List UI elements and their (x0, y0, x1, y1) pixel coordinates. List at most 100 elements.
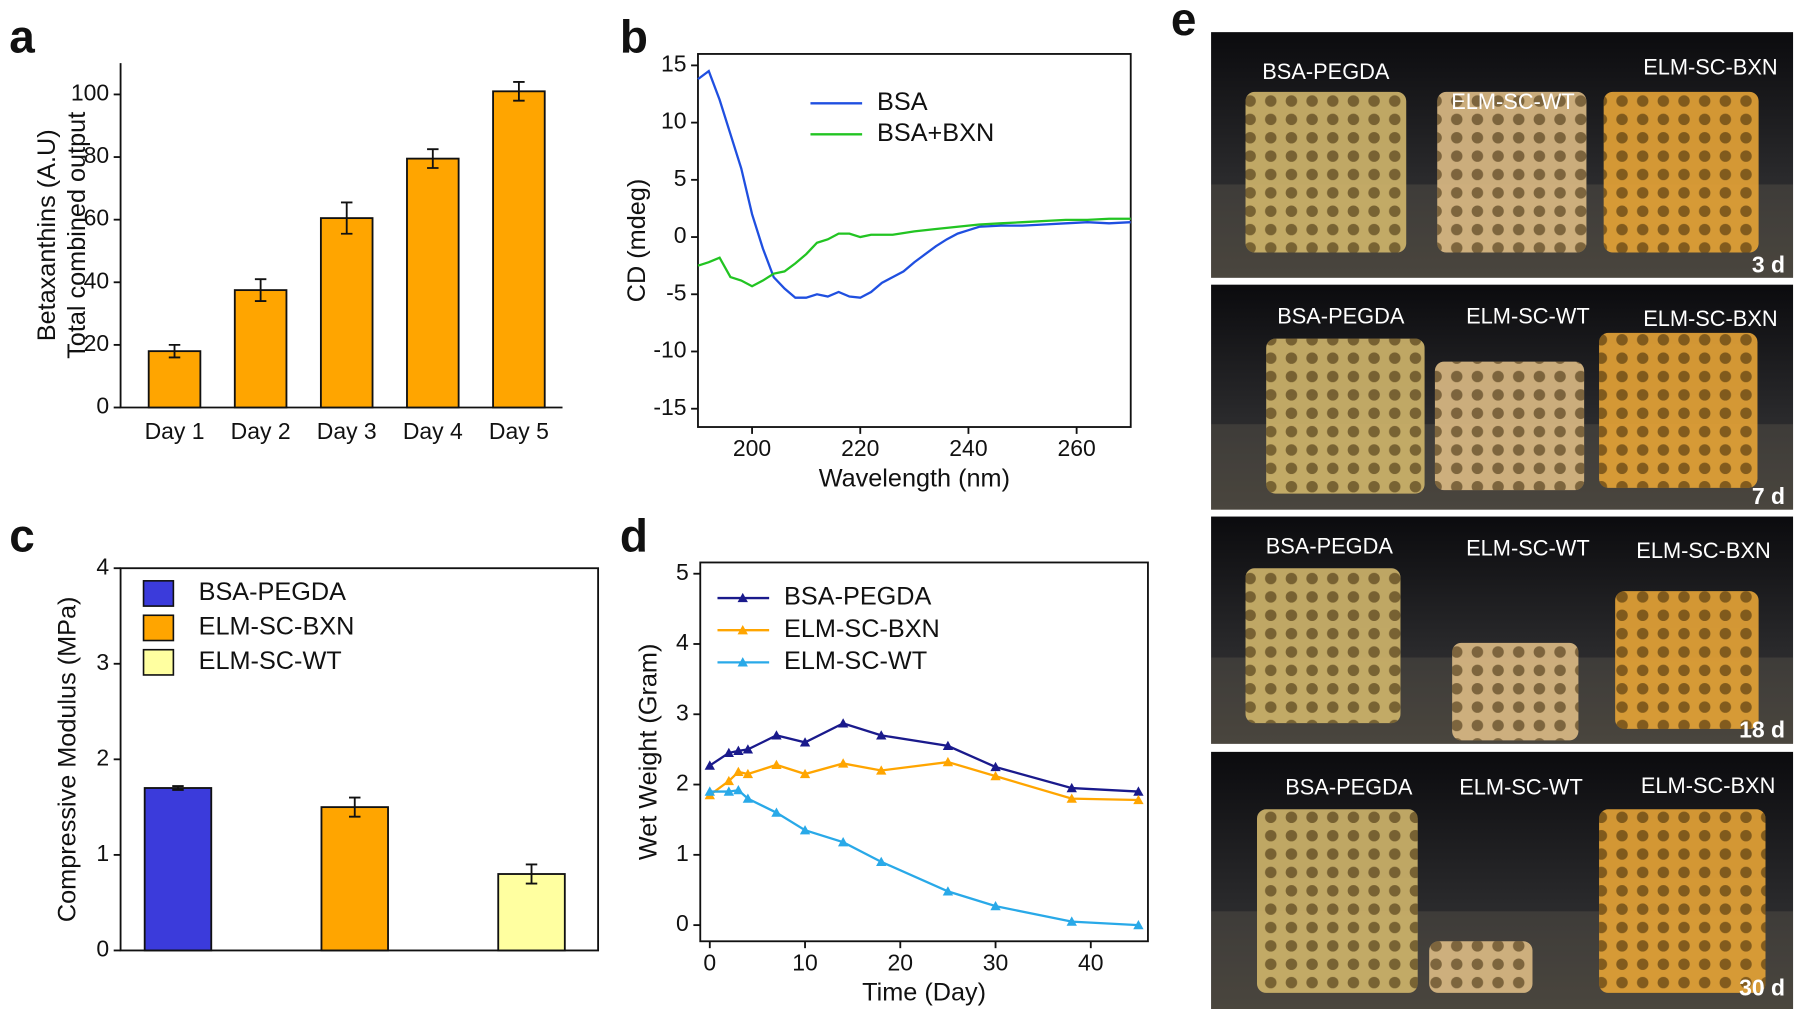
error-bar (340, 201, 353, 235)
y-tick-label: -10 (653, 337, 686, 363)
x-tick-label: Day 2 (231, 418, 291, 444)
error-bar (168, 343, 181, 359)
error-bar (254, 278, 267, 302)
marker (1133, 786, 1144, 796)
scaffold-pores (1599, 332, 1758, 488)
legend-marker (737, 657, 748, 667)
legend-swatch (142, 614, 175, 642)
marker (837, 758, 849, 768)
y-tick-label: 3 (676, 699, 689, 725)
legend-label: ELM-SC-WT (784, 647, 927, 675)
series-line (697, 69, 1131, 299)
x-tick-label: 260 (1057, 435, 1095, 461)
photo-label: BSA-PEGDA (1262, 59, 1390, 84)
y-tick-label: 0 (96, 936, 109, 962)
marker (742, 793, 754, 803)
photo-label: ELM-SC-WT (1451, 89, 1575, 114)
x-tick-label: Day 3 (317, 418, 377, 444)
photo-label: BSA-PEGDA (1266, 533, 1394, 558)
marker (942, 756, 954, 767)
panel-label: d (620, 510, 648, 562)
marker (733, 785, 744, 795)
marker (723, 747, 735, 758)
marker (837, 718, 849, 728)
y-tick-label: 20 (84, 330, 110, 356)
scaffold-pores (1452, 642, 1579, 741)
marker (942, 886, 954, 896)
marker (990, 761, 1001, 772)
marker (733, 745, 744, 755)
legend-label: BSA+BXN (877, 119, 994, 147)
bar (319, 217, 374, 409)
y-tick-label: 15 (661, 50, 687, 76)
y-axis-label: CD (mdeg) (623, 179, 651, 302)
y-axis-label: Compressive Modulus (MPa) (54, 597, 82, 923)
y-tick-label: 2 (676, 770, 689, 796)
bar (492, 90, 546, 409)
error-bar (513, 80, 525, 102)
marker (704, 760, 715, 770)
x-tick-label: 220 (841, 435, 879, 461)
y-tick-label: 10 (661, 108, 687, 134)
panel-label: a (9, 10, 35, 62)
scaffold-pores (1256, 809, 1418, 993)
photo-label: ELM-SC-WT (1466, 536, 1590, 561)
legend-label: BSA-PEGDA (199, 578, 346, 606)
scaffold-pores (1615, 591, 1759, 729)
legend-swatch (142, 648, 175, 676)
scaffold-pores (1603, 91, 1759, 253)
marker (799, 825, 811, 835)
marker (1133, 794, 1144, 805)
photo-time: 3 d (1752, 251, 1785, 277)
marker (704, 786, 715, 796)
bar (320, 806, 389, 952)
bar (406, 157, 460, 409)
y-tick-label: 60 (84, 205, 110, 231)
photo-time: 7 d (1752, 483, 1785, 509)
bar (233, 289, 288, 409)
y-tick-label: 5 (674, 165, 687, 191)
y-tick-label: 4 (676, 629, 689, 655)
marker (742, 744, 754, 754)
legend-marker (737, 592, 748, 603)
marker (990, 900, 1001, 911)
marker (771, 807, 782, 817)
photo-label: ELM-SC-BXN (1643, 306, 1777, 331)
x-tick-label: 40 (1078, 949, 1104, 975)
marker (733, 766, 744, 777)
legend-label: ELM-SC-BXN (199, 613, 355, 641)
y-tick-label: 0 (676, 910, 689, 936)
series-line (709, 788, 1139, 927)
legend-swatch (142, 580, 175, 607)
y-tick-label: 5 (676, 559, 689, 585)
x-tick-label: 240 (949, 435, 987, 461)
x-tick-label: 20 (888, 949, 914, 975)
legend-label: BSA-PEGDA (784, 583, 931, 611)
photo-label: BSA-PEGDA (1285, 774, 1413, 799)
marker (771, 759, 782, 770)
error-bar (427, 148, 439, 169)
y-axis-label: Total combined output (63, 112, 91, 359)
bar (497, 873, 566, 952)
legend-marker (737, 625, 748, 635)
y-tick-label: 40 (84, 267, 110, 293)
y-tick-label: 4 (96, 553, 109, 579)
marker (799, 737, 811, 747)
marker (876, 730, 887, 740)
marker (1133, 919, 1144, 930)
y-tick-label: 80 (84, 142, 110, 168)
y-tick-label: 100 (71, 80, 109, 106)
scaffold-pores (1437, 91, 1587, 253)
scaffold-pores (1245, 568, 1401, 724)
marker (1066, 793, 1077, 803)
y-tick-label: 2 (96, 744, 109, 770)
scaffold-pores (1266, 338, 1425, 494)
x-tick-label: 0 (703, 949, 716, 975)
marker (876, 765, 887, 775)
error-bar (525, 863, 538, 885)
y-tick-label: -5 (666, 279, 686, 305)
marker (742, 768, 754, 779)
photo-label: ELM-SC-BXN (1643, 55, 1777, 80)
error-bar (172, 785, 184, 791)
